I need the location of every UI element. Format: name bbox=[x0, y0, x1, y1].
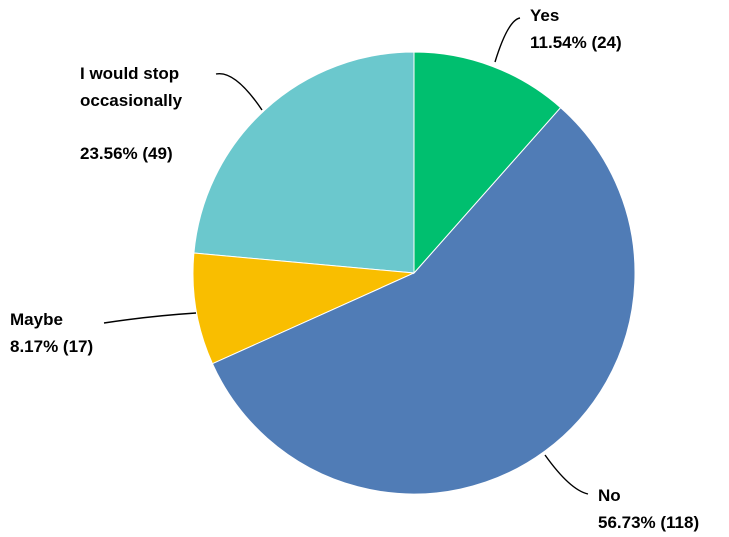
value-label: 11.54% (24) bbox=[530, 33, 622, 52]
leader-line bbox=[544, 454, 589, 495]
leader-line bbox=[215, 72, 263, 111]
leader-line bbox=[494, 17, 521, 63]
category-label: No bbox=[598, 486, 621, 505]
pie-slice bbox=[193, 51, 415, 274]
slice-label: I would stop occasionally 23.56% (49) bbox=[80, 60, 240, 167]
value-label: 23.56% (49) bbox=[80, 144, 173, 163]
category-label: Maybe bbox=[10, 310, 63, 329]
leader-line bbox=[103, 312, 197, 324]
category-label: I would stop occasionally bbox=[80, 64, 183, 110]
pie-slice bbox=[192, 252, 416, 365]
pie-slice bbox=[413, 51, 562, 275]
category-label: Yes bbox=[530, 6, 560, 25]
pie-slice bbox=[211, 106, 636, 495]
slice-label: Yes 11.54% (24) bbox=[530, 2, 710, 56]
slice-label: No 56.73% (118) bbox=[598, 482, 728, 536]
slice-label: Maybe 8.17% (17) bbox=[10, 306, 130, 360]
value-label: 8.17% (17) bbox=[10, 337, 94, 356]
value-label: 56.73% (118) bbox=[598, 513, 700, 532]
